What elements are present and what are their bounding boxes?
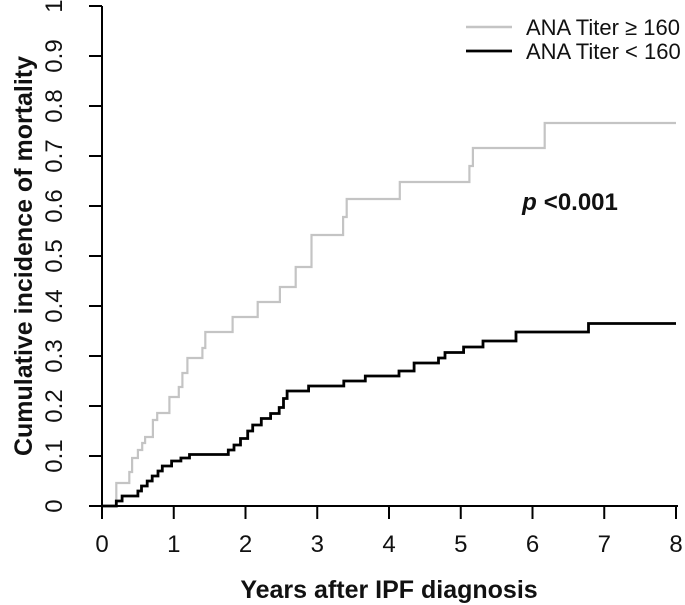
y-tick-label: 0.5 [41, 239, 68, 272]
legend-label-ana-titer-low: ANA Titer < 160 [526, 39, 681, 64]
x-tick-label: 5 [454, 531, 467, 558]
y-axis-ticks: 0 0.1 0.2 0.3 0.4 0.5 0.6 0.7 0.8 0.9 1 [41, 0, 102, 513]
x-tick-label: 6 [526, 531, 539, 558]
y-tick-label: 0.8 [41, 89, 68, 122]
x-tick-label: 0 [95, 531, 108, 558]
x-tick-label: 7 [598, 531, 611, 558]
y-tick-label: 0.2 [41, 389, 68, 422]
x-axis-title: Years after IPF diagnosis [240, 576, 537, 604]
y-tick-label: 1 [41, 0, 68, 13]
x-tick-label: 1 [167, 531, 180, 558]
y-tick-label: 0.9 [41, 39, 68, 72]
p-value-annotation: p <0.001 [521, 189, 618, 216]
x-tick-label: 3 [311, 531, 324, 558]
y-tick-label: 0.1 [41, 439, 68, 472]
y-tick-label: 0.6 [41, 189, 68, 222]
legend-label-ana-titer-high: ANA Titer ≥ 160 [526, 15, 680, 40]
x-axis-ticks: 0 1 2 3 4 5 6 7 8 [95, 506, 683, 558]
legend: ANA Titer ≥ 160 ANA Titer < 160 [466, 15, 681, 64]
y-tick-label: 0.3 [41, 339, 68, 372]
y-axis-title: Cumulative incidence of mortality [10, 56, 38, 456]
y-tick-label: 0.7 [41, 139, 68, 172]
curve-series-0 [102, 121, 676, 508]
x-tick-label: 4 [382, 531, 395, 558]
p-value-symbol: p [521, 189, 537, 216]
y-tick-label: 0.4 [41, 289, 68, 322]
x-tick-label: 8 [669, 531, 682, 558]
survival-curves [102, 121, 676, 508]
p-value-number: <0.001 [544, 189, 618, 216]
x-tick-label: 2 [239, 531, 252, 558]
curve-series-1 [102, 322, 676, 508]
y-tick-label: 0 [41, 499, 68, 512]
